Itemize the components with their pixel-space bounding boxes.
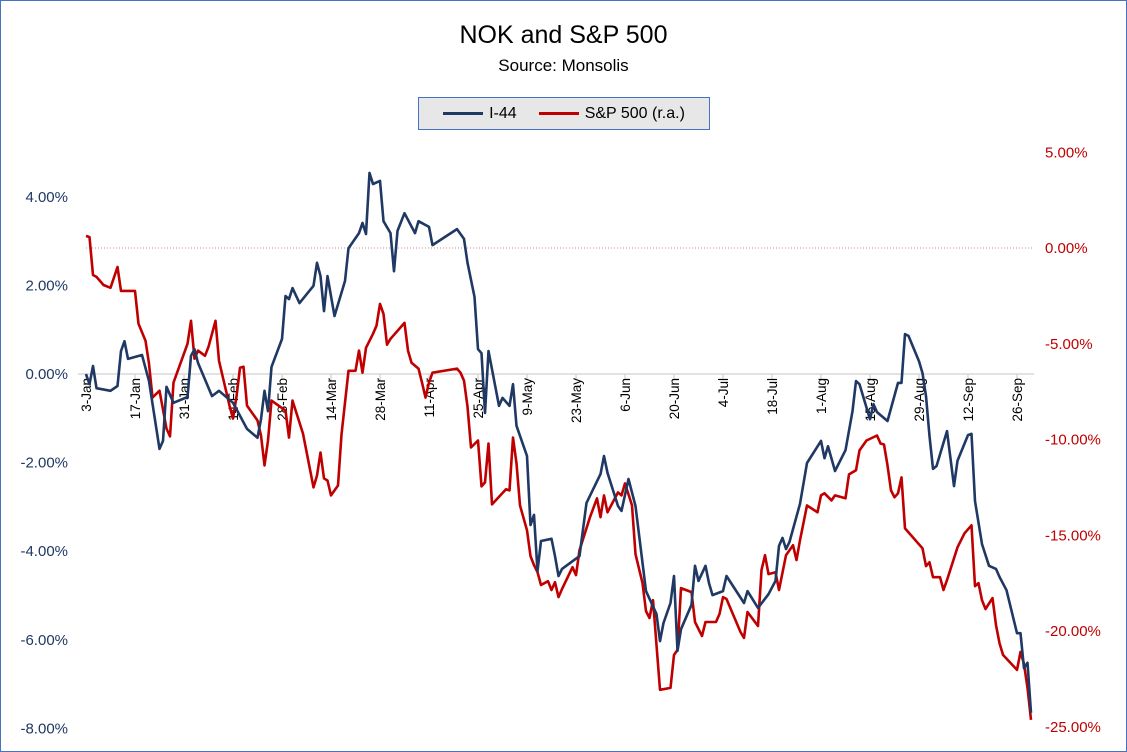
x-tick-label: 14-Mar: [324, 378, 339, 421]
right-axis-tick-label: 5.00%: [1045, 144, 1088, 161]
legend-swatch-sp500: [538, 112, 579, 115]
legend-label-sp500: S&P 500 (r.a.): [584, 104, 685, 122]
right-axis-tick-label: 0.00%: [1045, 240, 1088, 257]
x-tick-label: 4-Jul: [716, 378, 731, 407]
x-tick-label: 18-Jul: [765, 378, 780, 415]
left-axis-tick-label: 0.00%: [25, 366, 68, 383]
right-axis-tick-label: -5.00%: [1045, 336, 1093, 353]
legend-swatch-i44: [443, 112, 484, 115]
right-axis-tick-label: -15.00%: [1045, 527, 1101, 544]
chart-subtitle: Source: Monsolis: [498, 56, 629, 75]
x-tick-label: 29-Aug: [912, 378, 927, 422]
x-tick-label: 17-Jan: [128, 378, 143, 419]
left-axis-tick-label: 2.00%: [25, 277, 68, 294]
left-axis-tick-label: -2.00%: [20, 455, 68, 472]
left-axis-tick-label: -8.00%: [20, 720, 68, 737]
chart-title: NOK and S&P 500: [459, 21, 668, 49]
left-axis-tick-label: 4.00%: [25, 189, 68, 206]
x-tick-label: 23-May: [569, 378, 584, 423]
x-tick-label: 28-Mar: [373, 378, 388, 421]
legend-item-i44: I-44: [443, 105, 517, 123]
x-tick-label: 1-Aug: [814, 378, 829, 414]
left-axis-tick-label: -4.00%: [20, 543, 68, 560]
right-axis-tick-label: -20.00%: [1045, 623, 1101, 640]
series-line-i44: [84, 171, 1033, 713]
x-tick-label: 11-Apr: [422, 378, 437, 418]
x-tick-label: 9-May: [520, 378, 535, 416]
right-axis-tick-label: -25.00%: [1045, 719, 1101, 736]
left-axis-tick-label: -6.00%: [20, 632, 68, 649]
x-tick-label: 6-Jun: [618, 378, 633, 412]
x-tick-label: 3-Jan: [79, 378, 94, 412]
legend-label-i44: I-44: [489, 104, 517, 122]
x-tick-label: 26-Sep: [1010, 378, 1025, 422]
legend-item-sp500: S&P 500 (r.a.): [538, 104, 685, 123]
legend: I-44 S&P 500 (r.a.): [418, 97, 710, 130]
right-axis-tick-label: -10.00%: [1045, 432, 1101, 449]
series-line-sp500: [85, 234, 1033, 721]
x-tick-label: 20-Jun: [667, 378, 682, 419]
x-tick-label: 12-Sep: [961, 378, 976, 422]
x-tick-label: 28-Feb: [275, 378, 290, 421]
